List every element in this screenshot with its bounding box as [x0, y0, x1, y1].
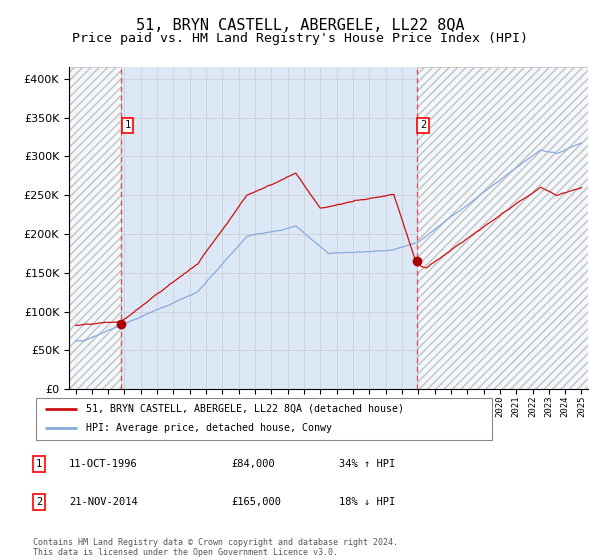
- Text: 21-NOV-2014: 21-NOV-2014: [69, 497, 138, 507]
- Text: 34% ↑ HPI: 34% ↑ HPI: [339, 459, 395, 469]
- Text: 11-OCT-1996: 11-OCT-1996: [69, 459, 138, 469]
- Text: 2: 2: [420, 120, 426, 130]
- Text: Contains HM Land Registry data © Crown copyright and database right 2024.
This d: Contains HM Land Registry data © Crown c…: [33, 538, 398, 557]
- Text: 1: 1: [124, 120, 131, 130]
- Text: 1: 1: [36, 459, 42, 469]
- Text: 18% ↓ HPI: 18% ↓ HPI: [339, 497, 395, 507]
- Text: 51, BRYN CASTELL, ABERGELE, LL22 8QA (detached house): 51, BRYN CASTELL, ABERGELE, LL22 8QA (de…: [86, 404, 404, 414]
- Text: 51, BRYN CASTELL, ABERGELE, LL22 8QA: 51, BRYN CASTELL, ABERGELE, LL22 8QA: [136, 18, 464, 33]
- Text: Price paid vs. HM Land Registry's House Price Index (HPI): Price paid vs. HM Land Registry's House …: [72, 32, 528, 45]
- Text: £84,000: £84,000: [231, 459, 275, 469]
- Text: 2: 2: [36, 497, 42, 507]
- Text: HPI: Average price, detached house, Conwy: HPI: Average price, detached house, Conw…: [86, 423, 332, 433]
- Text: £165,000: £165,000: [231, 497, 281, 507]
